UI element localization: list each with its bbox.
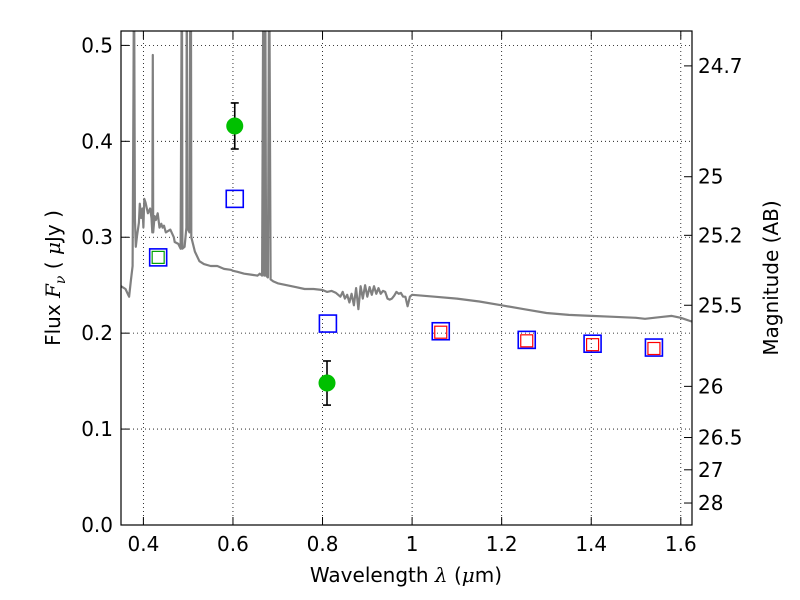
x-tick-label: 0.4: [127, 532, 159, 556]
model-spectrum-line: [121, 31, 692, 323]
model-square-small: [434, 325, 448, 339]
ticks: [121, 31, 692, 526]
mag-tick-label: 27: [698, 458, 723, 482]
x-tick-label: 1: [406, 532, 419, 556]
x-tick-label: 0.8: [307, 532, 339, 556]
mag-tick-label: 25.2: [698, 223, 743, 247]
mag-tick-label: 25.5: [698, 293, 743, 317]
model-square-small: [647, 341, 661, 356]
model-square-blue: [431, 321, 451, 341]
model-square-blue: [517, 330, 537, 350]
y-tick-label: 0.5: [81, 33, 113, 57]
model-square-blue: [225, 189, 245, 209]
y-tick-label: 0.4: [81, 129, 113, 153]
model-square-small: [151, 250, 165, 264]
model-square-small: [585, 338, 600, 352]
model-square-blue: [318, 314, 338, 333]
y-axis-label: Flux Fν ( μJy ): [41, 210, 69, 346]
tick-labels: 0.4 0.6 0.8 1 1.2 1.4 1.6 0.0 0.1 0.2 0.3 0.4 0.5 24.…: [81, 33, 742, 556]
plot-frame: [120, 30, 693, 526]
model-square-small: [520, 334, 534, 348]
x-axis-label: Wavelength λ (μm): [310, 563, 502, 587]
mag-tick-label: 26.5: [698, 426, 743, 450]
plot-area: [121, 31, 692, 406]
observed-point: [318, 374, 336, 392]
y-tick-label: 0.3: [81, 225, 113, 249]
x-tick-label: 1.6: [665, 532, 697, 556]
right-axis-label: Magnitude (AB): [759, 200, 783, 355]
y-tick-label: 0.2: [81, 321, 113, 345]
mag-tick-label: 24.7: [698, 54, 743, 78]
model-square-blue: [644, 338, 664, 357]
observed-point: [226, 117, 244, 135]
y-tick-label: 0.1: [81, 417, 113, 441]
x-tick-label: 1.2: [486, 532, 518, 556]
mag-tick-label: 26: [698, 374, 723, 398]
grid: [121, 31, 692, 526]
x-tick-label: 1.4: [575, 532, 607, 556]
model-square-blue: [583, 334, 602, 354]
mag-tick-label: 25: [698, 165, 723, 189]
model-square-blue: [148, 248, 168, 267]
y-tick-label: 0.0: [81, 513, 113, 537]
mag-tick-label: 28: [698, 491, 723, 515]
x-tick-label: 0.6: [217, 532, 249, 556]
